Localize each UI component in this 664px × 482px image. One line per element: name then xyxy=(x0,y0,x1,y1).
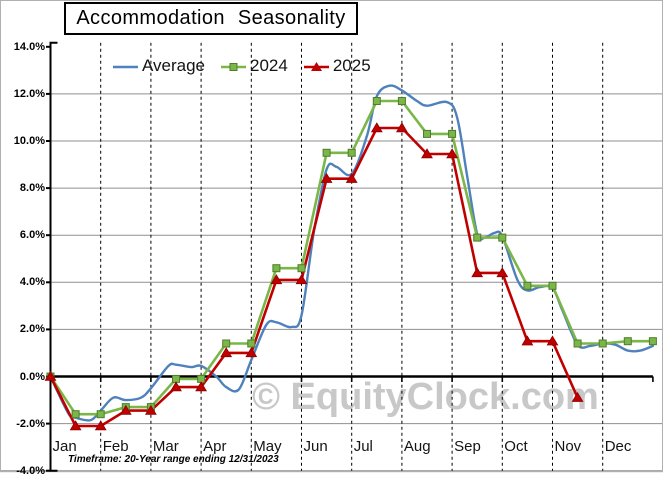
square-marker xyxy=(96,410,105,419)
triangle-marker xyxy=(144,404,157,415)
timeframe-note: Timeframe: 20-Year range ending 12/31/20… xyxy=(68,454,279,465)
triangle-marker xyxy=(94,420,107,431)
triangle-marker xyxy=(421,148,433,159)
x-axis-label: Oct xyxy=(504,438,528,455)
square-marker xyxy=(322,148,331,157)
triangle-marker xyxy=(395,122,408,133)
square-marker xyxy=(347,148,356,157)
triangle-marker xyxy=(44,370,57,381)
x-axis-label: Feb xyxy=(102,438,129,455)
triangle-marker xyxy=(195,381,208,392)
square-marker xyxy=(448,129,457,138)
triangle-marker xyxy=(245,347,258,358)
square-marker xyxy=(598,339,607,348)
triangle-marker xyxy=(521,335,534,346)
triangle-marker xyxy=(345,172,358,183)
square-marker xyxy=(71,410,80,419)
chart-title: Accommodation Seasonality xyxy=(76,7,346,29)
triangle-marker xyxy=(320,172,333,183)
square-marker xyxy=(648,337,657,346)
y-axis-label: 14.0% xyxy=(13,40,45,53)
y-axis-label: -2.0% xyxy=(16,417,45,430)
legend-item-2024: 2024 xyxy=(220,56,288,76)
triangle-marker xyxy=(471,267,484,278)
x-axis-label: Jun xyxy=(303,438,328,455)
square-marker xyxy=(272,264,281,273)
y-axis-label: 12.0% xyxy=(13,87,45,100)
y-axis-label: 6.0% xyxy=(19,229,45,242)
x-axis-label: Jul xyxy=(353,438,373,455)
y-axis-label: 0.0% xyxy=(19,370,45,383)
square-marker xyxy=(297,264,306,273)
x-axis-label: Dec xyxy=(604,438,632,455)
y-axis-label: 4.0% xyxy=(19,276,45,289)
square-marker xyxy=(523,281,532,290)
square-marker xyxy=(548,281,557,290)
y-axis-label: 2.0% xyxy=(19,323,45,336)
triangle-marker xyxy=(119,404,132,415)
triangle-marker xyxy=(69,420,82,431)
chart-title-box: Accommodation Seasonality xyxy=(64,2,358,35)
triangle-marker xyxy=(370,122,383,133)
triangle-marker xyxy=(220,347,233,358)
triangle-marker xyxy=(295,274,308,285)
triangle-marker-icon xyxy=(303,59,330,73)
triangle-marker xyxy=(546,335,559,346)
x-axis-label: Aug xyxy=(403,438,431,455)
average-line-icon xyxy=(112,59,139,73)
square-marker xyxy=(573,339,582,348)
series-2025-line xyxy=(49,126,579,428)
square-marker xyxy=(423,129,431,138)
y-axis-label: 10.0% xyxy=(13,135,45,147)
square-marker xyxy=(498,233,507,242)
y-axis-label: 8.0% xyxy=(19,182,45,195)
square-marker xyxy=(623,337,632,346)
legend-item-average: Average xyxy=(112,56,205,76)
square-marker xyxy=(473,233,482,242)
legend-label-average: Average xyxy=(142,56,206,75)
legend-item-2025: 2025 xyxy=(303,56,371,76)
equityclock-watermark: © EquityClock.com xyxy=(252,376,599,418)
y-axis-label: -4.0% xyxy=(16,464,45,477)
legend-label-2025: 2025 xyxy=(332,56,371,75)
x-axis-label: Apr xyxy=(203,438,227,455)
x-axis-label: Mar xyxy=(152,438,179,455)
square-marker xyxy=(247,339,256,348)
x-axis-label: May xyxy=(253,438,282,455)
square-marker xyxy=(222,339,231,348)
square-marker-icon xyxy=(220,59,247,73)
x-axis-label: Nov xyxy=(554,438,582,455)
triangle-marker xyxy=(270,274,283,285)
square-marker xyxy=(397,97,406,105)
x-axis-label: Sep xyxy=(454,438,481,455)
triangle-marker xyxy=(170,381,182,392)
triangle-marker xyxy=(571,391,584,402)
square-marker xyxy=(372,97,381,105)
triangle-marker xyxy=(496,267,509,278)
triangle-marker xyxy=(446,148,459,159)
x-axis-label: Jan xyxy=(52,438,77,455)
chart-legend: Average 2024 2025 xyxy=(112,55,386,77)
legend-label-2024: 2024 xyxy=(250,56,288,75)
